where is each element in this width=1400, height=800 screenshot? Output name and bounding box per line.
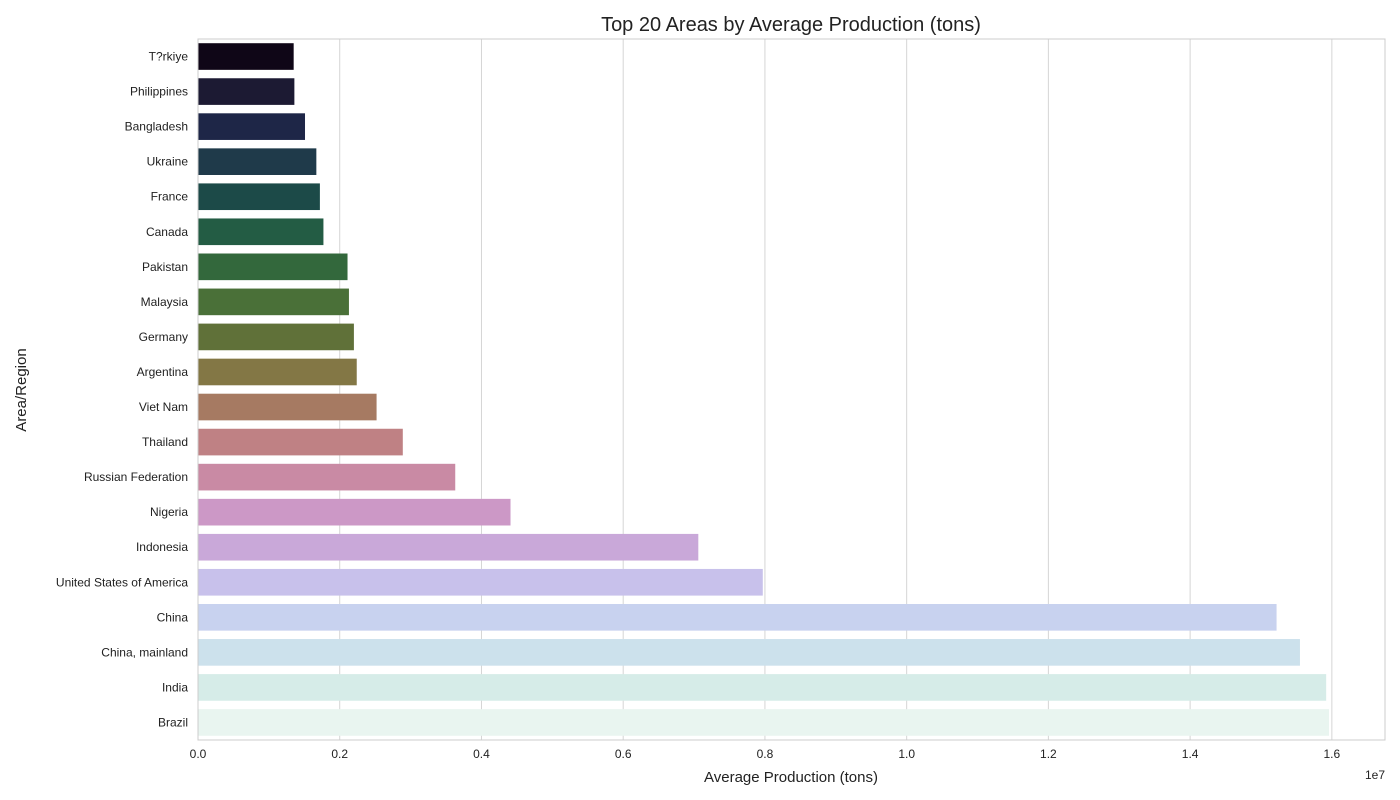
x-tick-label: 0.2: [331, 747, 348, 761]
y-tick-label: T?rkiye: [149, 50, 189, 64]
bar: [198, 78, 295, 105]
y-tick-label: Pakistan: [142, 260, 188, 274]
bar: [198, 323, 354, 351]
y-tick-label: Brazil: [158, 715, 188, 729]
y-tick-label: Argentina: [137, 365, 189, 379]
bar: [198, 498, 511, 526]
x-tick-label: 0.4: [473, 747, 490, 761]
y-tick-label: Viet Nam: [139, 400, 188, 414]
bar: [198, 709, 1330, 736]
y-tick-label: Canada: [146, 225, 188, 239]
y-axis-label: Area/Region: [13, 348, 30, 431]
x-tick-label: 1.2: [1040, 747, 1057, 761]
x-tick-label: 1.6: [1324, 747, 1341, 761]
x-tick-label: 0.0: [190, 747, 207, 761]
y-tick-label: China, mainland: [101, 645, 188, 659]
y-tick-label: Nigeria: [150, 505, 188, 519]
bar: [198, 533, 699, 561]
bar: [198, 218, 324, 246]
y-tick-label: United States of America: [56, 575, 188, 589]
gridlines: [197, 39, 1333, 740]
bar: [198, 148, 317, 175]
y-tick-label: Thailand: [142, 435, 188, 449]
y-tick-label: Malaysia: [141, 295, 189, 309]
x-tick-label: 0.6: [615, 747, 632, 761]
x-scale-label: 1e7: [1365, 768, 1385, 782]
x-tick-label: 1.4: [1182, 747, 1199, 761]
y-tick-label: Bangladesh: [125, 120, 188, 134]
y-tick-label: Philippines: [130, 85, 188, 99]
x-tick-label: 0.8: [757, 747, 774, 761]
bar: [198, 393, 377, 421]
y-tick-label: India: [162, 680, 188, 694]
y-tick-label: Russian Federation: [84, 470, 188, 484]
bar: [198, 428, 403, 456]
chart-title: Top 20 Areas by Average Production (tons…: [601, 14, 981, 36]
bar: [198, 604, 1277, 631]
bar: [198, 253, 348, 281]
y-tick-label: China: [157, 610, 189, 624]
y-tick-label: Indonesia: [136, 540, 188, 554]
y-tick-label: France: [151, 190, 189, 204]
plot-frame: [197, 38, 1386, 741]
bar: [198, 674, 1327, 701]
bar: [198, 43, 294, 70]
bar: [198, 358, 357, 386]
bar: [198, 288, 349, 316]
bar: [198, 568, 763, 596]
y-tick-label: Germany: [139, 330, 188, 344]
x-axis-label: Average Production (tons): [704, 769, 878, 786]
x-tick-labels: 0.0 0.2 0.4 0.6 0.8 1.0 1.2 1.4 1.6: [190, 747, 1341, 761]
x-tick-label: 1.0: [898, 747, 915, 761]
y-tick-labels: T?rkiye Philippines Bangladesh Ukraine Franc…: [56, 50, 188, 730]
bars: [198, 43, 1330, 736]
bar: [198, 639, 1300, 666]
y-tick-label: Ukraine: [147, 155, 189, 169]
bar: [198, 113, 306, 140]
bar: [198, 183, 320, 211]
bar: [198, 463, 456, 491]
